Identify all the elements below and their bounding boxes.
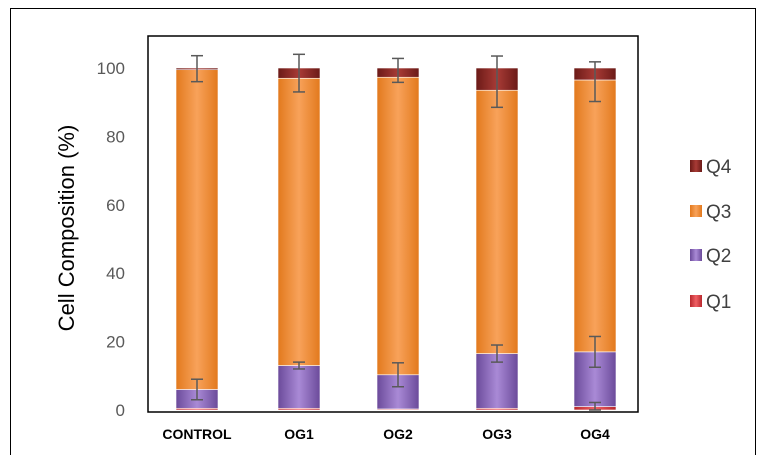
bar-segment-q3-og2 — [376, 76, 420, 376]
category-label: OG1 — [284, 426, 314, 442]
category-label: OG4 — [580, 426, 610, 442]
y-ticks: 0 20 40 60 80 100 — [97, 59, 125, 420]
y-tick-label: 80 — [106, 127, 125, 146]
bar-segment-q3-og1 — [277, 77, 321, 366]
y-tick-label: 20 — [106, 333, 125, 352]
category-labels: CONTROL OG1 OG2 OG3 OG4 — [162, 426, 610, 442]
legend-item-q4: Q4 — [690, 157, 732, 178]
error-bar-top-control — [191, 54, 203, 83]
error-bar-top-og3 — [491, 55, 503, 109]
error-bar-q1-og4 — [589, 401, 601, 411]
error-bar-q2-og3 — [491, 344, 503, 363]
error-bar-q2-control — [191, 378, 203, 401]
legend-item-q1: Q1 — [690, 292, 731, 313]
bar-segment-q3-og3 — [475, 89, 519, 354]
legend-swatch — [690, 295, 702, 307]
legend-label: Q4 — [706, 157, 732, 178]
y-tick-label: 100 — [97, 59, 125, 78]
legend: Q4 Q3 Q2 Q1 — [690, 157, 732, 313]
bar-segment-q3-control — [175, 69, 219, 390]
legend-item-q2: Q2 — [690, 246, 731, 267]
error-bar-q2-og1 — [293, 361, 305, 370]
error-bar-top-og2 — [392, 57, 404, 84]
error-bar-top-og4 — [589, 61, 601, 103]
category-label: OG2 — [383, 426, 413, 442]
bar-segment-q3-og4 — [573, 79, 617, 353]
y-tick-label: 0 — [116, 401, 125, 420]
legend-label: Q2 — [706, 246, 731, 267]
chart-frame — [10, 8, 756, 455]
bars — [175, 67, 617, 411]
legend-label: Q3 — [706, 202, 731, 223]
legend-swatch — [690, 249, 702, 261]
category-label: OG3 — [482, 426, 512, 442]
y-axis-label: Cell Composition (%) — [54, 125, 79, 332]
error-bar-q2-og4 — [589, 335, 601, 368]
category-label: CONTROL — [162, 426, 232, 442]
legend-swatch — [690, 160, 702, 172]
bar-segment-q2-og1 — [277, 365, 321, 409]
error-bar-q2-og2 — [392, 362, 404, 388]
error-bar-top-og1 — [293, 53, 305, 93]
legend-swatch — [690, 205, 702, 217]
y-tick-label: 40 — [106, 264, 125, 283]
y-tick-label: 60 — [106, 196, 125, 215]
legend-item-q3: Q3 — [690, 202, 731, 223]
error-bars — [191, 53, 601, 411]
legend-label: Q1 — [706, 292, 731, 313]
